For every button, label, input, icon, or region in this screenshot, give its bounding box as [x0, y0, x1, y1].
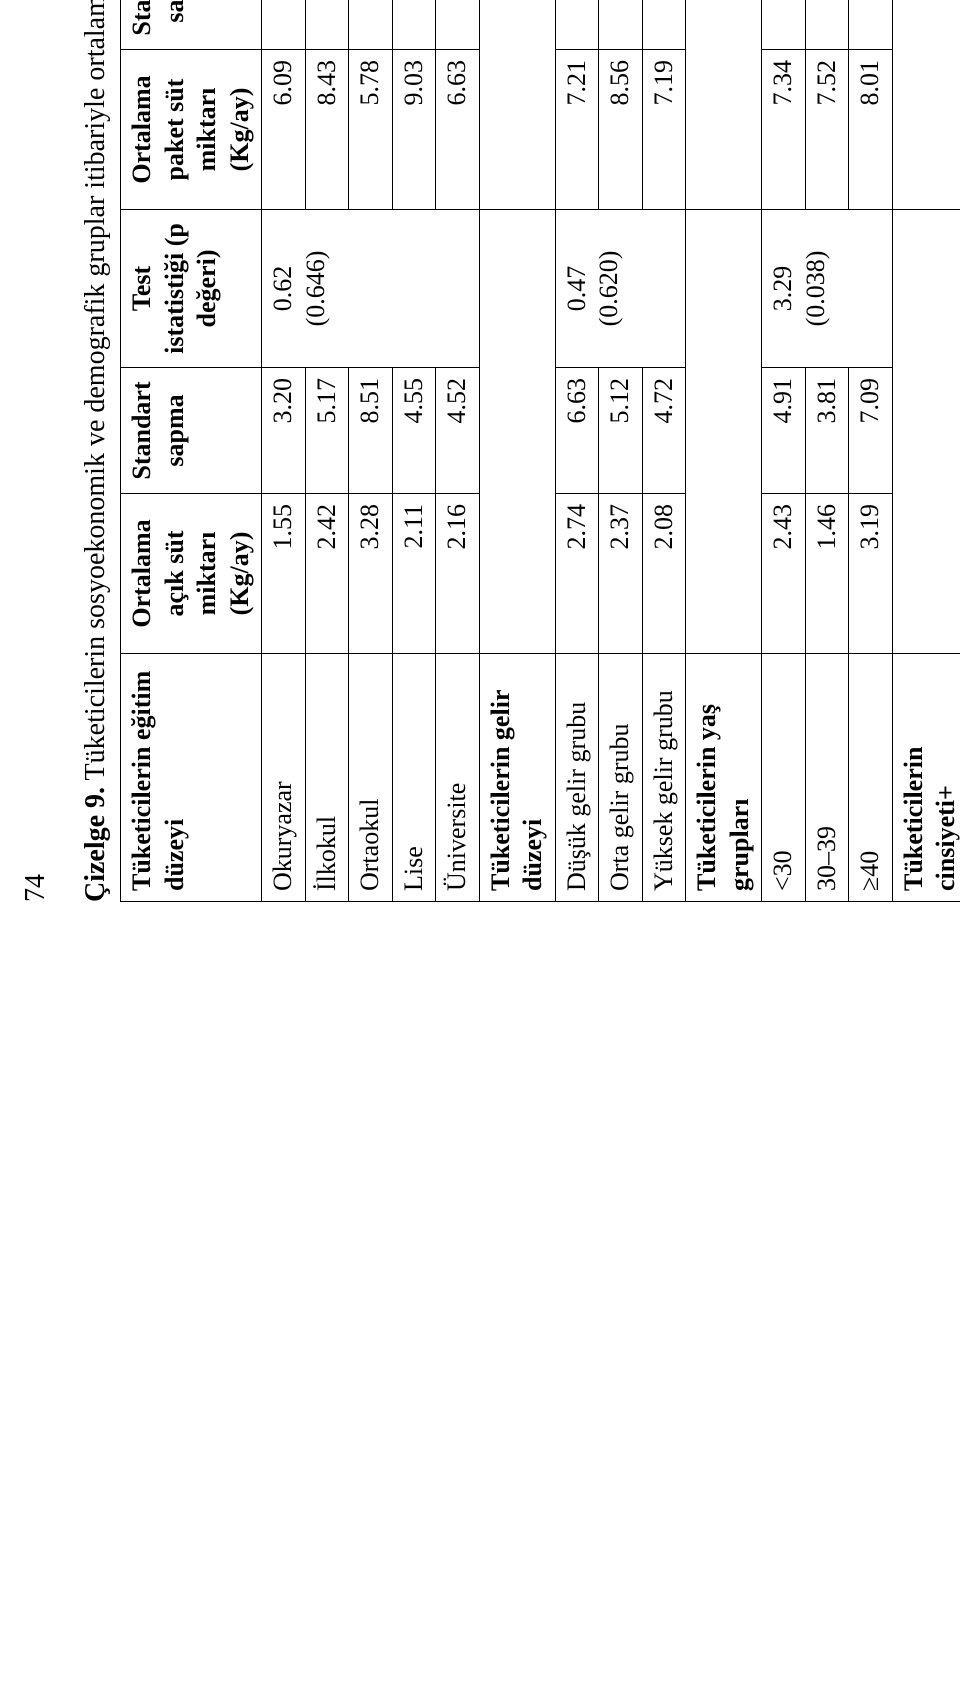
row-label: 30–39: [805, 654, 849, 902]
cell-val: 3.20: [262, 368, 306, 494]
caption-label: Çizelge 9.: [80, 787, 111, 902]
cell-val: 9.78: [599, 0, 643, 50]
row-label: Yüksek gelir grubu: [642, 654, 686, 902]
cell-val: 2.37: [599, 494, 643, 654]
cell-test-stat: 0.47(0.620): [555, 210, 686, 368]
cell-val: 4.91: [762, 368, 806, 494]
col-header-t1: Test istatistiği (p değeri): [121, 210, 262, 368]
cell-val: 2.43: [762, 494, 806, 654]
section-header-row: Tüketicilerin cinsiyeti+: [892, 0, 960, 902]
cell-val: 7.09: [849, 368, 893, 494]
cell-val: 6.37: [436, 0, 480, 50]
cell-val: 6.63: [555, 368, 599, 494]
empty-cell: [686, 210, 762, 654]
cell-val: 6.97: [262, 0, 306, 50]
cell-test-stat: 0.62(0.646): [262, 210, 480, 368]
cell-val: 8.44: [305, 0, 349, 50]
cell-val: 8.22: [849, 0, 893, 50]
row-label: Ortaokul: [349, 654, 393, 902]
cell-val: 7.19: [642, 50, 686, 210]
table-row: Düşük gelir grubu 2.74 6.63 0.47(0.620) …: [555, 0, 599, 902]
cell-val: 7.21: [555, 50, 599, 210]
cell-val: 9.03: [392, 50, 436, 210]
table-row: Okuryazar 1.55 3.20 0.62(0.646) 6.09 6.9…: [262, 0, 306, 902]
row-label: Orta gelir grubu: [599, 654, 643, 902]
cell-val: 8.01: [849, 50, 893, 210]
table-row: İlkokul 2.42 5.17 8.43 8.44 2.52 5.05: [305, 0, 349, 902]
cell-val: 3.19: [849, 494, 893, 654]
cell-val: 7.34: [762, 50, 806, 210]
row-label: Lise: [392, 654, 436, 902]
cell-val: 7.23: [762, 0, 806, 50]
empty-cell: [892, 210, 960, 654]
cell-val: 5.17: [305, 368, 349, 494]
table-row: Lise 2.11 4.55 9.03 10.2 1.95 5.70: [392, 0, 436, 902]
row-label: Düşük gelir grubu: [555, 654, 599, 902]
section-header-row: Tüketicilerin gelir düzeyi: [479, 0, 555, 902]
row-label: Üniversite: [436, 654, 480, 902]
cell-test-stat: 3.29(0.038): [762, 210, 893, 368]
table-row: 30–39 1.46 3.81 7.52 8.85 2.36 4.40: [805, 0, 849, 902]
cell-val: 8.56: [599, 50, 643, 210]
cell-val: 2.08: [642, 494, 686, 654]
cell-val: 4.72: [642, 368, 686, 494]
col-header-m1: Ortalama açık süt miktarı (Kg/ay): [121, 494, 262, 654]
cell-val: 2.16: [436, 494, 480, 654]
col-header-m2: Ortalama paket süt miktarı (Kg/ay): [121, 50, 262, 210]
empty-cell: [892, 0, 960, 210]
col-header-sd2: Standart sapma: [121, 0, 262, 50]
cell-val: 4.52: [436, 368, 480, 494]
cell-val: 5.78: [349, 50, 393, 210]
cell-val: 8.51: [349, 368, 393, 494]
cell-val: 1.46: [805, 494, 849, 654]
empty-cell: [479, 0, 555, 210]
cell-val: 4.61: [349, 0, 393, 50]
table-row: ≥40 3.19 7.09 8.01 8.22 2.18 5.95: [849, 0, 893, 902]
table-row: <30 2.43 4.91 3.29(0.038) 7.34 7.23 0.24…: [762, 0, 806, 902]
row-label: İlkokul: [305, 654, 349, 902]
comparison-table: Tüketicilerin eğitim düzeyi Ortalama açı…: [120, 0, 960, 902]
section-header: Tüketicilerin yaş grupları: [686, 654, 762, 902]
cell-val: 1.55: [262, 494, 306, 654]
table-caption: Çizelge 9. Tüketicilerin sosyoekonomik v…: [80, 0, 112, 902]
row-label: ≥40: [849, 654, 893, 902]
cell-val: 10.2: [392, 0, 436, 50]
cell-val: 3.81: [805, 368, 849, 494]
section-header-row: Tüketicilerin yaş grupları: [686, 0, 762, 902]
cell-val: 6.63: [436, 50, 480, 210]
table-row: Yüksek gelir grubu 2.08 4.72 7.19 7.08 1…: [642, 0, 686, 902]
cell-val: 2.74: [555, 494, 599, 654]
cell-val: 7.31: [555, 0, 599, 50]
cell-val: 4.55: [392, 368, 436, 494]
cell-val: 3.28: [349, 494, 393, 654]
cell-val: 8.85: [805, 0, 849, 50]
section-header: Tüketicilerin cinsiyeti+: [892, 654, 960, 902]
cell-val: 2.11: [392, 494, 436, 654]
row-label: <30: [762, 654, 806, 902]
empty-cell: [686, 0, 762, 210]
col-header-group: Tüketicilerin eğitim düzeyi: [121, 654, 262, 902]
section-header: Tüketicilerin gelir düzeyi: [479, 654, 555, 902]
table-row: Ortaokul 3.28 8.51 5.78 4.61 3.01 6.50: [349, 0, 393, 902]
empty-cell: [479, 210, 555, 654]
page-number: 74: [20, 874, 52, 902]
cell-val: 5.12: [599, 368, 643, 494]
table-row: Üniversite 2.16 4.52 6.63 6.37 1.37 3.35: [436, 0, 480, 902]
table-row: Orta gelir grubu 2.37 5.12 8.56 9.78 1.9…: [599, 0, 643, 902]
cell-val: 6.09: [262, 50, 306, 210]
table-header-row: Tüketicilerin eğitim düzeyi Ortalama açı…: [121, 0, 262, 902]
cell-val: 7.08: [642, 0, 686, 50]
cell-val: 8.43: [305, 50, 349, 210]
col-header-sd1: Standart sapma: [121, 368, 262, 494]
caption-text: Tüketicilerin sosyoekonomik ve demografi…: [80, 0, 111, 787]
row-label: Okuryazar: [262, 654, 306, 902]
cell-val: 2.42: [305, 494, 349, 654]
cell-val: 7.52: [805, 50, 849, 210]
